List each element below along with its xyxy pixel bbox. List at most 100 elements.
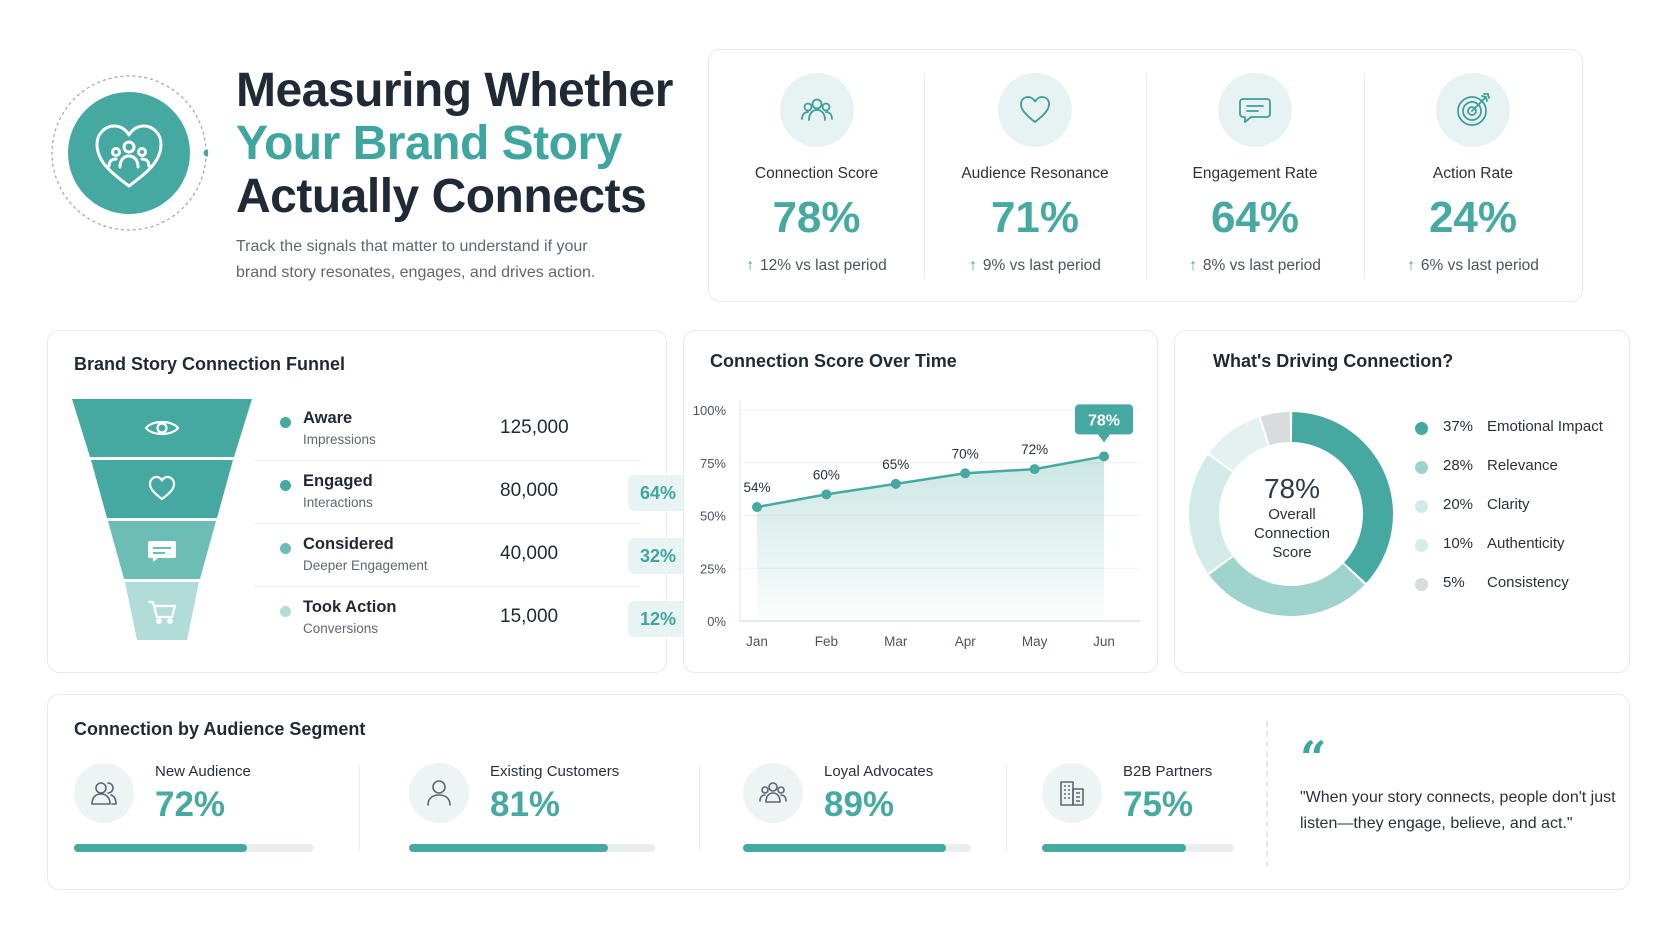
funnel-title: Brand Story Connection Funnel	[74, 354, 346, 374]
arrow-up-icon: ↑	[1189, 257, 1197, 274]
donut-slice	[1291, 412, 1393, 583]
status-dot	[280, 480, 291, 491]
segment-divider	[1006, 765, 1007, 851]
funnel-stage-count: 125,000	[500, 417, 569, 438]
segment-title: Connection by Audience Segment	[74, 719, 366, 739]
legend-item: 20% Clarity	[1415, 494, 1635, 518]
data-point	[1099, 451, 1109, 462]
chat-bubble-icon	[1218, 73, 1292, 147]
arrow-up-icon: ↑	[746, 257, 755, 274]
kpi-audience-resonance: Audience Resonance 71% ↑ 9% vs last perio…	[924, 50, 1146, 303]
funnel-stage-sub: Impressions	[303, 432, 376, 447]
people-group-icon	[780, 73, 854, 147]
legend-item: 37% Emotional Impact	[1415, 416, 1635, 440]
title-line-3: Actually Connects	[236, 170, 647, 223]
legend-pct: 10%	[1443, 535, 1474, 552]
segment-progress-track	[743, 844, 971, 852]
kpi-divider	[924, 74, 925, 279]
line-chart-card: Connection Score Over Time 0% 25% 50% 75% 10…	[683, 330, 1158, 673]
x-tick-label: Feb	[815, 634, 838, 649]
kpi-value: 71%	[990, 193, 1080, 242]
heart-icon	[148, 475, 176, 501]
segment-existing-customers: Existing Customers 81%	[409, 695, 655, 891]
legend-swatch	[1415, 422, 1428, 435]
data-point	[752, 502, 762, 513]
user-icon	[409, 763, 469, 823]
kpi-label: Audience Resonance	[961, 165, 1109, 182]
cart-icon	[147, 600, 177, 624]
kpi-delta: ↑ 8% vs last period	[1146, 257, 1364, 275]
title-line-2: Your Brand Story	[236, 117, 622, 170]
data-label: 78%	[1088, 412, 1120, 429]
data-label: 54%	[743, 480, 770, 495]
line-chart: 0% 25% 50% 75% 100% Jan 54% Feb 60% Mar 65% Apr 70% M…	[693, 400, 1140, 649]
kpi-value: 24%	[1428, 193, 1518, 242]
status-dot	[280, 417, 291, 428]
status-dot	[280, 543, 291, 554]
segment-value: 75%	[1123, 785, 1194, 824]
kpi-label: Connection Score	[754, 165, 879, 182]
hero-emblem	[50, 74, 211, 232]
funnel-stage-name: Engaged	[303, 472, 373, 490]
segment-card: Connection by Audience Segment New Audie…	[47, 694, 1630, 890]
segment-b2b-partners: B2B Partners 75%	[1042, 695, 1234, 891]
segment-progress-fill	[409, 844, 609, 852]
users-icon	[74, 763, 134, 823]
funnel-stage-aware	[72, 399, 252, 457]
donut-slice	[1260, 412, 1291, 446]
segment-divider	[699, 765, 700, 851]
legend-label: Authenticity	[1487, 535, 1565, 552]
heart-people-icon	[95, 124, 163, 188]
x-tick-label: May	[1022, 634, 1048, 649]
segment-new-audience: New Audience 72%	[74, 695, 314, 891]
quote-divider	[1266, 721, 1268, 867]
funnel-row-considered: Considered Deeper Engagement 40,000 32%	[253, 525, 688, 587]
donut-slice	[1209, 417, 1268, 471]
line-chart-title: Connection Score Over Time	[710, 351, 957, 371]
donut-center-value: 78%	[1263, 473, 1321, 504]
donut-slice	[1209, 557, 1365, 616]
arrow-up-icon: ↑	[1407, 257, 1415, 274]
legend-label: Emotional Impact	[1487, 418, 1603, 435]
funnel-row-aware: Aware Impressions 125,000	[253, 399, 641, 461]
arrow-up-icon: ↑	[969, 257, 977, 274]
y-tick-label: 25%	[700, 561, 726, 576]
status-dot	[280, 606, 291, 617]
kpi-delta-text: 9% vs last period	[982, 257, 1101, 274]
funnel-stage-engaged	[91, 460, 233, 518]
kpi-value: 64%	[1210, 193, 1300, 242]
x-tick-label: Jun	[1093, 634, 1115, 649]
segment-label: B2B Partners	[1123, 763, 1213, 780]
segment-progress-fill	[743, 844, 946, 852]
kpi-divider	[1364, 74, 1365, 279]
area-fill	[757, 456, 1104, 621]
funnel-stage-name: Took Action	[303, 598, 397, 616]
donut-chart-title: What's Driving Connection?	[1213, 351, 1454, 371]
kpi-delta: ↑ 12% vs last period	[709, 257, 924, 275]
legend-label: Consistency	[1487, 574, 1569, 591]
funnel-stage-pct: 12%	[628, 601, 688, 637]
x-tick-label: Apr	[955, 634, 977, 649]
legend-pct: 37%	[1443, 418, 1474, 435]
legend-pct: 5%	[1443, 574, 1465, 591]
quote-text: "When your story connects, people don't …	[1300, 789, 1616, 832]
legend-swatch	[1415, 539, 1428, 552]
funnel-stage-sub: Interactions	[303, 495, 373, 510]
kpi-connection-score: Connection Score 78% ↑ 12% vs last period	[709, 50, 924, 303]
y-tick-label: 75%	[700, 456, 726, 471]
funnel-stage-count: 15,000	[500, 606, 559, 627]
kpi-action-rate: Action Rate 24% ↑ 6% vs last period	[1364, 50, 1582, 303]
segment-label: Existing Customers	[490, 763, 620, 780]
y-tick-label: 50%	[700, 509, 726, 524]
funnel-stage-name: Considered	[303, 535, 394, 553]
funnel-card: Brand Story Connection Funnel Aware Impr…	[47, 330, 688, 673]
funnel-row-took-action: Took Action Conversions 15,000 12%	[253, 588, 688, 650]
funnel-stage-took-action	[125, 582, 199, 640]
kpi-divider	[1146, 74, 1147, 279]
funnel-stage-pct: 32%	[628, 538, 688, 574]
donut-center-label: Overall Connection Score	[1254, 506, 1330, 561]
data-point	[821, 489, 832, 500]
kpi-value: 78%	[772, 193, 861, 242]
legend-item: 10% Authenticity	[1415, 533, 1635, 557]
data-label: 70%	[952, 446, 979, 461]
